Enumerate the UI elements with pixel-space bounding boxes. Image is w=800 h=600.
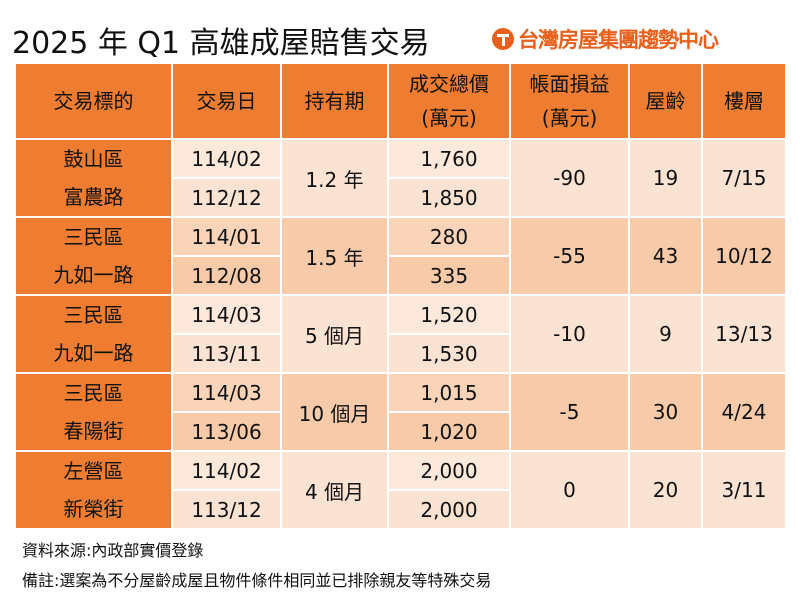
header-age: 屋齡 [628,62,703,140]
cell-buy-price: 1,850 [387,177,511,218]
table-row: 112/12 1,850 [15,177,786,218]
table-row: 鼓山區富農路 114/02 1.2 年 1,760 -90 19 7/15 [14,138,787,218]
header-pl-label: 帳面損益 [529,72,610,96]
cell-floor: 7/15 [701,138,787,218]
road: 春陽街 [63,419,124,443]
header-floor: 樓層 [701,62,787,140]
cell-floor: 10/12 [701,216,787,296]
cell-buy-price: 2,000 [387,489,511,530]
cell-sell-price: 280 [387,216,511,257]
district: 三民區 [63,303,124,327]
cell-hold: 1.5 年 [280,216,389,296]
header-pl: 帳面損益 (萬元) [509,62,630,140]
header-price: 成交總價 (萬元) [387,62,511,140]
cell-sell-date: 114/03 [171,294,282,335]
cell-hold: 1.2 年 [280,138,389,218]
cell-sell-date: 114/03 [171,372,282,413]
cell-floor: 3/11 [701,450,787,530]
cell-buy-date: 113/06 [171,411,282,452]
cell-sell-price: 1,520 [387,294,511,335]
road: 富農路 [63,185,124,209]
district: 鼓山區 [63,147,124,171]
road: 新榮街 [63,497,124,521]
logo-text: 台灣房屋集團趨勢中心 [518,28,719,52]
cell-hold: 4 個月 [280,450,389,530]
cell-buy-price: 335 [387,255,511,296]
cell-age: 30 [628,372,703,452]
cell-sell-date: 114/02 [171,450,282,491]
header-date: 交易日 [171,62,282,140]
table-row: 三民區九如一路 114/01 1.5 年 280 -55 43 10/12 [14,216,787,296]
cell-buy-date: 113/11 [171,333,282,374]
table-row: 113/12 2,000 [15,489,786,530]
road: 九如一路 [53,263,134,287]
road: 九如一路 [53,341,134,365]
cell-target: 三民區 九如一路 [14,294,173,374]
cell-sell-price: 2,000 [387,450,511,491]
brand-logo: 台灣房屋集團趨勢中心 [492,24,719,54]
cell-buy-date: 112/12 [171,177,282,218]
cell-hold: 10 個月 [280,372,389,452]
table-row: 113/06 1,020 [15,411,786,452]
table-row: 三民區九如一路 114/03 5 個月 1,520 -10 9 13/13 [14,294,787,374]
cell-target: 三民區 春陽街 [14,372,173,452]
table-header-row: 交易標的 交易日 持有期 成交總價 (萬元) 帳面損益 (萬元) 屋齡 樓層 [14,62,787,140]
cell-target: 鼓山區 富農路 [14,138,173,218]
header-pl-unit: (萬元) [541,106,598,130]
cell-buy-price: 1,020 [387,411,511,452]
cell-buy-date: 112/08 [171,255,282,296]
page-title: 2025 年 Q1 高雄成屋賠售交易 [12,26,430,61]
cell-pl: -90 [509,138,630,218]
cell-hold: 5 個月 [280,294,389,374]
cell-buy-date: 113/12 [171,489,282,530]
table-row: 三民區春陽街 114/03 10 個月 1,015 -5 30 4/24 [14,372,787,452]
district: 三民區 [63,225,124,249]
cell-pl: -5 [509,372,630,452]
transactions-table: 交易標的 交易日 持有期 成交總價 (萬元) 帳面損益 (萬元) 屋齡 樓層 鼓山區… [14,62,787,530]
cell-pl: 0 [509,450,630,530]
cell-floor: 13/13 [701,294,787,374]
table-row: 113/11 1,530 [15,333,786,374]
cell-age: 9 [628,294,703,374]
header-price-label: 成交總價 [409,72,489,96]
table-row: 左營區新榮街 114/02 4 個月 2,000 0 20 3/11 [14,450,787,530]
cell-sell-price: 1,760 [387,138,511,179]
cell-target: 左營區 新榮街 [14,450,173,530]
table-row: 112/08 335 [15,255,786,296]
cell-sell-date: 114/02 [171,138,282,179]
cell-target: 三民區 九如一路 [14,216,173,296]
header-target: 交易標的 [14,62,173,140]
source-note: 資料來源:內政部實價登錄 [22,541,204,560]
cell-sell-date: 114/01 [171,216,282,257]
cell-floor: 4/24 [701,372,787,452]
cell-age: 20 [628,450,703,530]
header-hold: 持有期 [280,62,389,140]
cell-age: 19 [628,138,703,218]
cell-buy-price: 1,530 [387,333,511,374]
header-price-unit: (萬元) [421,106,477,130]
footnotes: 資料來源:內政部實價登錄 備註:選案為不分屋齡成屋且物件條件相同並已排除親友等特… [22,536,491,596]
cell-pl: -55 [509,216,630,296]
cell-sell-price: 1,015 [387,372,511,413]
cell-age: 43 [628,216,703,296]
district: 左營區 [63,459,124,483]
district: 三民區 [63,381,124,405]
cell-pl: -10 [509,294,630,374]
logo-icon [492,28,514,50]
remark-note: 備註:選案為不分屋齡成屋且物件條件相同並已排除親友等特殊交易 [22,571,492,590]
